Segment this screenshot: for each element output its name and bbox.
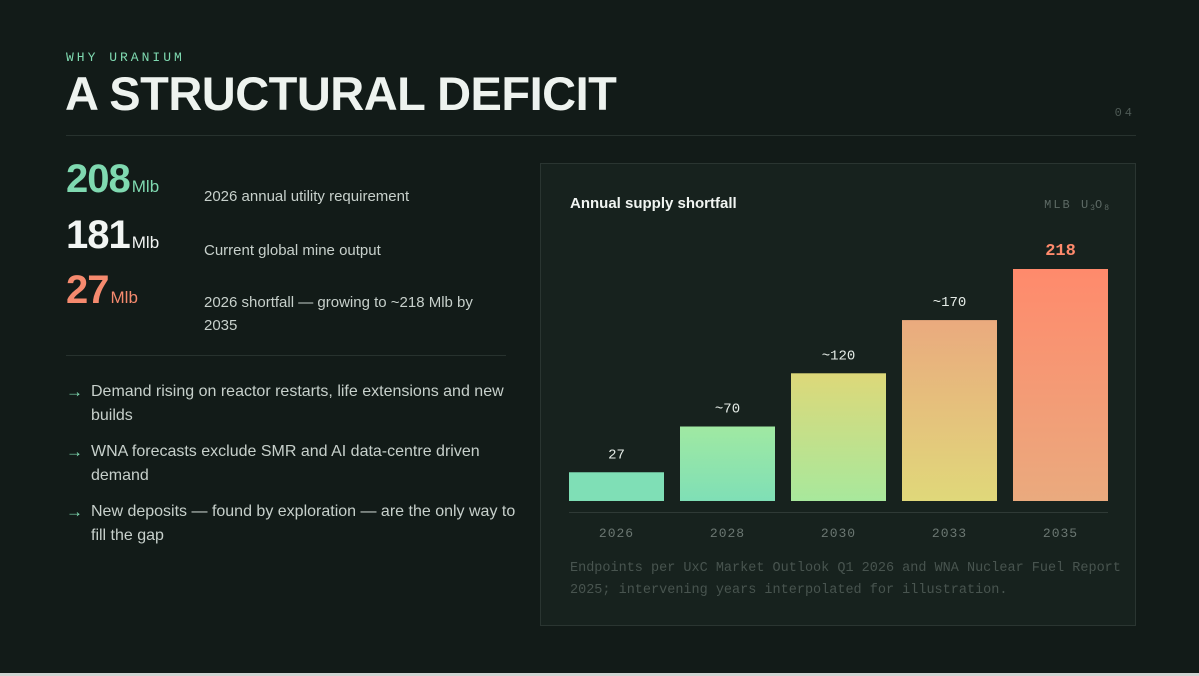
stat-mine-output: 181 Mlb — [66, 213, 159, 258]
bar-2026 — [569, 472, 664, 501]
bar-2028 — [680, 426, 775, 501]
page-number: 04 — [1114, 106, 1135, 120]
stats-divider — [66, 355, 506, 356]
x-tick-2028: 2028 — [710, 526, 745, 541]
bullet-text: New deposits — found by exploration — ar… — [91, 503, 516, 544]
stat-unit: Mlb — [110, 288, 138, 307]
list-item: → New deposits — found by exploration — … — [66, 500, 521, 548]
data-label-2028: ~70 — [715, 402, 740, 418]
x-tick-2033: 2033 — [932, 526, 967, 541]
eyebrow: WHY URANIUM — [66, 50, 185, 65]
right-arrow-icon: → — [66, 382, 83, 401]
bullet-list: → Demand rising on reactor restarts, lif… — [66, 380, 521, 560]
x-tick-2026: 2026 — [599, 526, 634, 541]
chart-panel: Annual supply shortfall MLB U3O8 27 2026 ~… — [540, 163, 1136, 626]
stat-description: 2026 annual utility requirement — [204, 188, 410, 205]
header-divider — [66, 135, 1136, 136]
stat-description: 2026 shortfall — growing to ~218 Mlb by … — [204, 294, 473, 334]
list-item: → Demand rising on reactor restarts, lif… — [66, 380, 521, 428]
stat-value: 208 — [66, 157, 131, 201]
right-arrow-icon: → — [66, 442, 83, 461]
data-label-2026: 27 — [608, 447, 625, 463]
right-arrow-icon: → — [66, 502, 83, 521]
bottom-strip — [0, 673, 1199, 676]
stat-shortfall: 27 Mlb — [66, 268, 138, 313]
data-label-2035: 218 — [1045, 242, 1076, 261]
bullet-text: WNA forecasts exclude SMR and AI data-ce… — [91, 443, 480, 484]
bar-2033 — [902, 320, 997, 501]
stat-value: 181 — [66, 213, 131, 257]
stat-description: Current global mine output — [204, 242, 381, 259]
stat-unit: Mlb — [131, 233, 160, 252]
data-label-2030: ~120 — [822, 348, 856, 364]
stat-unit: Mlb — [131, 177, 160, 196]
stat-value: 27 — [66, 268, 109, 312]
bullet-text: Demand rising on reactor restarts, life … — [91, 383, 504, 424]
list-item: → WNA forecasts exclude SMR and AI data-… — [66, 440, 521, 488]
bar-2030 — [791, 373, 886, 501]
chart-unit: MLB U3O8 — [1044, 198, 1109, 213]
page-title: A STRUCTURAL DEFICIT — [65, 67, 617, 120]
data-label-2033: ~170 — [933, 295, 967, 311]
chart-footnote: Endpoints per UxC Market Outlook Q1 2026… — [570, 561, 1121, 598]
x-tick-2030: 2030 — [821, 526, 856, 541]
x-tick-2035: 2035 — [1043, 526, 1078, 541]
chart-title: Annual supply shortfall — [570, 195, 737, 212]
bar-chart: 27 2026 ~70 2028 ~120 2030 ~170 2033 218 2035 — [569, 242, 1108, 541]
stat-requirement: 208 Mlb — [66, 157, 159, 202]
bar-2035 — [1013, 269, 1108, 501]
